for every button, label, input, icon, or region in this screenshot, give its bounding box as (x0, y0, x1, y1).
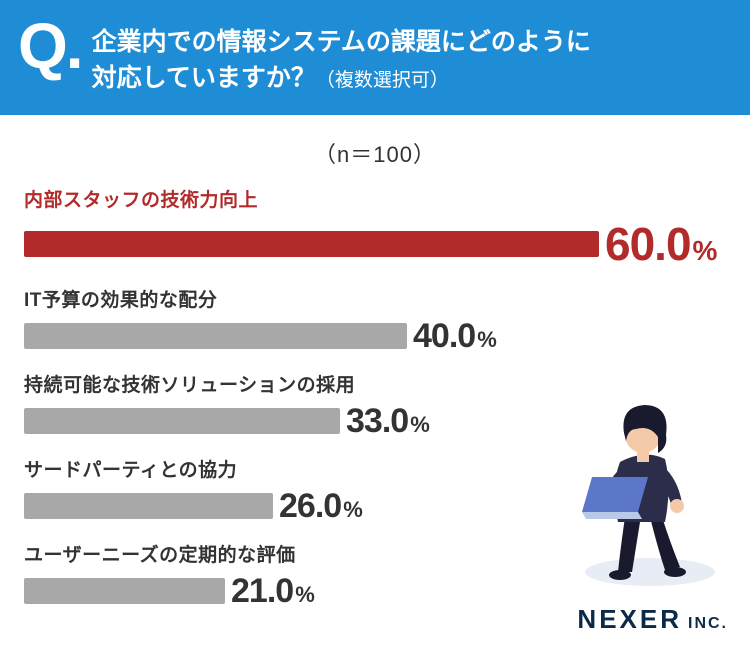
value-number: 21.0 (231, 572, 293, 611)
person-laptop-illustration (550, 377, 730, 587)
sample-size: （n＝100） (0, 137, 750, 169)
bar (24, 231, 599, 257)
bar (24, 323, 407, 349)
bar-line: 60.0% (24, 217, 726, 271)
brand-logo: NEXER INC. (577, 604, 728, 635)
value-number: 33.0 (346, 402, 408, 441)
value-number: 40.0 (413, 317, 475, 356)
bar-label: IT予算の効果的な配分 (24, 285, 726, 312)
question-line1: 企業内での情報システムの課題にどのように (92, 28, 591, 56)
bar (24, 578, 225, 604)
bar-row: 内部スタッフの技術力向上 60.0% (24, 185, 726, 271)
question-text: 企業内での情報システムの課題にどのように 対応していますか？（複数選択可） (92, 18, 591, 97)
question-sub: （複数選択可） (316, 70, 449, 91)
value-number: 26.0 (279, 487, 341, 526)
percent-sign: % (410, 412, 430, 438)
question-line2: 対応していますか？ (92, 64, 316, 92)
bar-value: 40.0% (413, 317, 497, 356)
bar-value: 21.0% (231, 572, 315, 611)
question-header: Q. 企業内での情報システムの課題にどのように 対応していますか？（複数選択可） (0, 0, 750, 115)
bar-line: 40.0% (24, 317, 726, 356)
bar-value: 60.0% (605, 217, 717, 271)
bar (24, 493, 273, 519)
percent-sign: % (477, 327, 497, 353)
bar-value: 26.0% (279, 487, 363, 526)
bar (24, 408, 340, 434)
percent-sign: % (295, 582, 315, 608)
percent-sign: % (693, 235, 718, 267)
brand-suffix: INC. (688, 615, 728, 633)
brand-name: NEXER (577, 604, 682, 635)
bar-label: 内部スタッフの技術力向上 (24, 185, 726, 212)
percent-sign: % (343, 497, 363, 523)
value-number: 60.0 (605, 217, 691, 271)
bar-value: 33.0% (346, 402, 430, 441)
bar-row: IT予算の効果的な配分 40.0% (24, 285, 726, 356)
q-mark: Q. (18, 18, 82, 76)
